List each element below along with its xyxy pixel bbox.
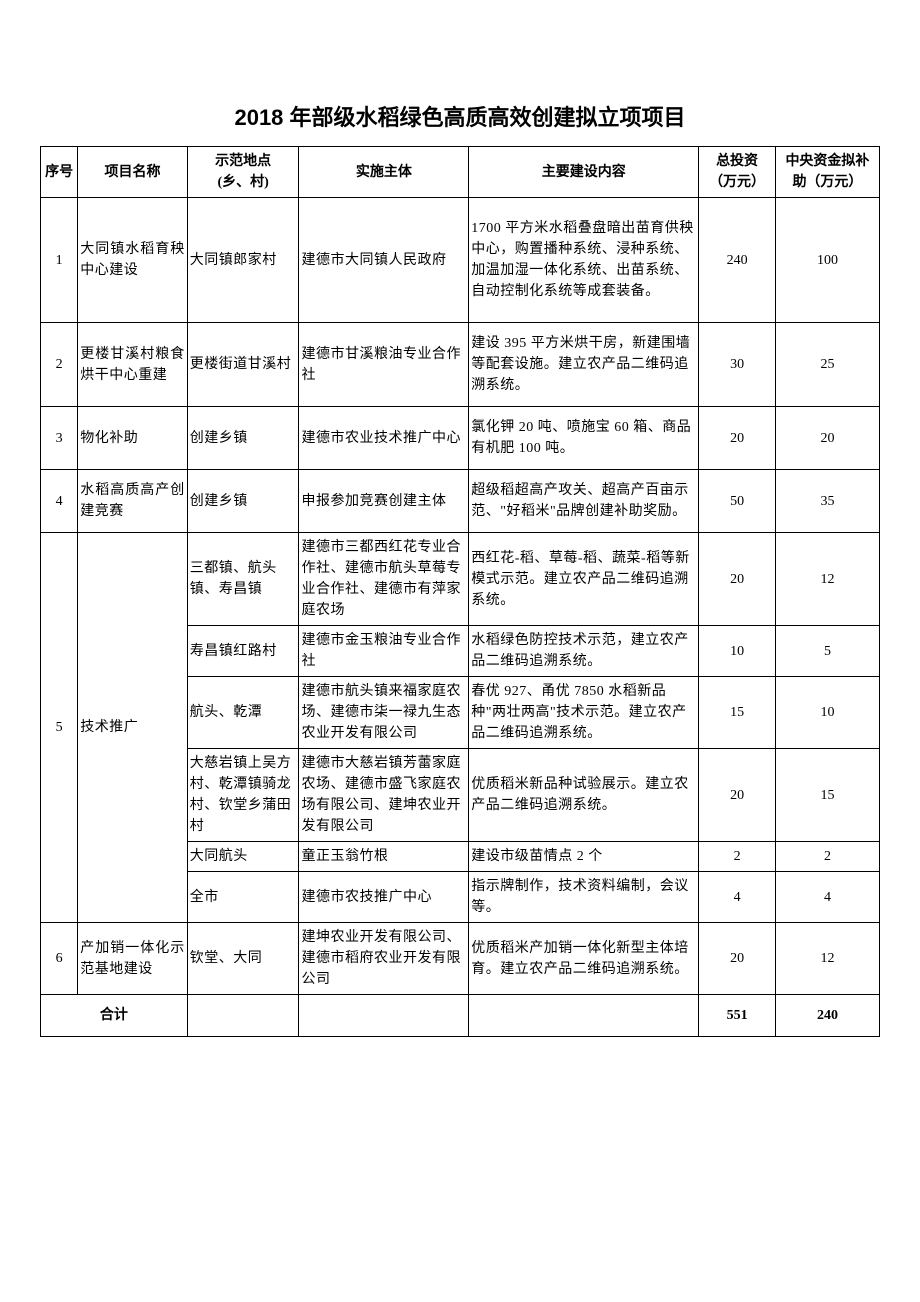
cell-loc: 大同航头: [187, 842, 299, 872]
cell-content: 建设市级苗情点 2 个: [469, 842, 699, 872]
cell-impl: 童正玉翁竹根: [299, 842, 469, 872]
cell-impl: 建德市大慈岩镇芳蕾家庭农场、建德市盛飞家庭农场有限公司、建坤农业开发有限公司: [299, 749, 469, 842]
total-empty: [299, 995, 469, 1037]
cell-subsidy: 5: [775, 626, 879, 677]
cell-loc: 大同镇郎家村: [187, 198, 299, 323]
cell-loc: 更楼街道甘溪村: [187, 323, 299, 407]
cell-loc: 钦堂、大同: [187, 923, 299, 995]
header-invest: 总投资 （万元）: [699, 147, 776, 198]
cell-invest: 20: [699, 407, 776, 470]
total-empty: [469, 995, 699, 1037]
cell-invest: 20: [699, 923, 776, 995]
header-invest-line1: 总投资: [716, 151, 758, 172]
cell-loc: 航头、乾潭: [187, 677, 299, 749]
cell-name: 物化补助: [78, 407, 188, 470]
cell-content: 建设 395 平方米烘干房，新建围墙等配套设施。建立农产品二维码追溯系统。: [469, 323, 699, 407]
cell-invest: 20: [699, 749, 776, 842]
header-loc: 示范地点 (乡、村): [187, 147, 299, 198]
cell-name: 技术推广: [78, 533, 188, 923]
cell-invest: 240: [699, 198, 776, 323]
total-label: 合计: [41, 995, 188, 1037]
cell-content: 西红花-稻、草莓-稻、蔬菜-稻等新模式示范。建立农产品二维码追溯系统。: [469, 533, 699, 626]
table-header-row: 序号 项目名称 示范地点 (乡、村) 实施主体 主要建设内容 总投资 （万元） …: [41, 147, 880, 198]
cell-impl: 申报参加竞赛创建主体: [299, 470, 469, 533]
cell-name: 水稻高质高产创建竞赛: [78, 470, 188, 533]
table-row: 3 物化补助 创建乡镇 建德市农业技术推广中心 氯化钾 20 吨、喷施宝 60 …: [41, 407, 880, 470]
page-title: 2018 年部级水稻绿色高质高效创建拟立项项目: [40, 100, 880, 132]
cell-subsidy: 100: [775, 198, 879, 323]
header-seq: 序号: [41, 147, 78, 198]
cell-invest: 2: [699, 842, 776, 872]
cell-invest: 20: [699, 533, 776, 626]
cell-impl: 建德市大同镇人民政府: [299, 198, 469, 323]
cell-loc: 全市: [187, 872, 299, 923]
total-subsidy: 240: [775, 995, 879, 1037]
cell-content: 指示牌制作，技术资料编制，会议等。: [469, 872, 699, 923]
cell-subsidy: 20: [775, 407, 879, 470]
cell-impl: 建德市金玉粮油专业合作社: [299, 626, 469, 677]
cell-content: 1700 平方米水稻叠盘暗出苗育供秧中心，购置播种系统、浸种系统、加温加湿一体化…: [469, 198, 699, 323]
header-loc-line2: (乡、村): [217, 172, 268, 193]
cell-invest: 4: [699, 872, 776, 923]
cell-subsidy: 12: [775, 923, 879, 995]
cell-invest: 50: [699, 470, 776, 533]
cell-subsidy: 12: [775, 533, 879, 626]
cell-seq: 2: [41, 323, 78, 407]
cell-impl: 建坤农业开发有限公司、建德市稻府农业开发有限公司: [299, 923, 469, 995]
total-row: 合计 551 240: [41, 995, 880, 1037]
cell-loc: 创建乡镇: [187, 470, 299, 533]
cell-seq: 4: [41, 470, 78, 533]
cell-content: 优质稻米新品种试验展示。建立农产品二维码追溯系统。: [469, 749, 699, 842]
cell-loc: 创建乡镇: [187, 407, 299, 470]
header-subsidy-line2: 助（万元）: [792, 172, 862, 193]
cell-seq: 3: [41, 407, 78, 470]
cell-loc: 三都镇、航头镇、寿昌镇: [187, 533, 299, 626]
header-invest-line2: （万元）: [709, 172, 765, 193]
table-row: 6 产加销一体化示范基地建设 钦堂、大同 建坤农业开发有限公司、建德市稻府农业开…: [41, 923, 880, 995]
total-invest: 551: [699, 995, 776, 1037]
table-row: 5 技术推广 三都镇、航头镇、寿昌镇 建德市三都西红花专业合作社、建德市航头草莓…: [41, 533, 880, 626]
header-subsidy-line1: 中央资金拟补: [785, 151, 869, 172]
header-subsidy: 中央资金拟补 助（万元）: [775, 147, 879, 198]
total-empty: [187, 995, 299, 1037]
cell-impl: 建德市三都西红花专业合作社、建德市航头草莓专业合作社、建德市有萍家庭农场: [299, 533, 469, 626]
cell-name: 大同镇水稻育秧中心建设: [78, 198, 188, 323]
table-row: 4 水稻高质高产创建竞赛 创建乡镇 申报参加竞赛创建主体 超级稻超高产攻关、超高…: [41, 470, 880, 533]
table-row: 1 大同镇水稻育秧中心建设 大同镇郎家村 建德市大同镇人民政府 1700 平方米…: [41, 198, 880, 323]
cell-content: 优质稻米产加销一体化新型主体培育。建立农产品二维码追溯系统。: [469, 923, 699, 995]
cell-seq: 1: [41, 198, 78, 323]
cell-subsidy: 25: [775, 323, 879, 407]
table-row: 2 更楼甘溪村粮食烘干中心重建 更楼街道甘溪村 建德市甘溪粮油专业合作社 建设 …: [41, 323, 880, 407]
header-loc-line1: 示范地点: [215, 151, 271, 172]
cell-seq: 5: [41, 533, 78, 923]
cell-content: 氯化钾 20 吨、喷施宝 60 箱、商品有机肥 100 吨。: [469, 407, 699, 470]
cell-invest: 15: [699, 677, 776, 749]
projects-table: 序号 项目名称 示范地点 (乡、村) 实施主体 主要建设内容 总投资 （万元） …: [40, 146, 880, 1037]
cell-subsidy: 10: [775, 677, 879, 749]
cell-content: 春优 927、甬优 7850 水稻新品种"两壮两高"技术示范。建立农产品二维码追…: [469, 677, 699, 749]
cell-loc: 寿昌镇红路村: [187, 626, 299, 677]
cell-loc: 大慈岩镇上吴方村、乾潭镇骑龙村、钦堂乡蒲田村: [187, 749, 299, 842]
cell-impl: 建德市农技推广中心: [299, 872, 469, 923]
cell-impl: 建德市农业技术推广中心: [299, 407, 469, 470]
cell-subsidy: 4: [775, 872, 879, 923]
cell-impl: 建德市甘溪粮油专业合作社: [299, 323, 469, 407]
cell-content: 水稻绿色防控技术示范，建立农产品二维码追溯系统。: [469, 626, 699, 677]
header-content: 主要建设内容: [469, 147, 699, 198]
header-impl: 实施主体: [299, 147, 469, 198]
cell-subsidy: 2: [775, 842, 879, 872]
cell-subsidy: 15: [775, 749, 879, 842]
cell-name: 更楼甘溪村粮食烘干中心重建: [78, 323, 188, 407]
cell-seq: 6: [41, 923, 78, 995]
header-name: 项目名称: [78, 147, 188, 198]
cell-invest: 10: [699, 626, 776, 677]
cell-subsidy: 35: [775, 470, 879, 533]
cell-impl: 建德市航头镇来福家庭农场、建德市柒一禄九生态农业开发有限公司: [299, 677, 469, 749]
cell-content: 超级稻超高产攻关、超高产百亩示范、"好稻米"品牌创建补助奖励。: [469, 470, 699, 533]
cell-invest: 30: [699, 323, 776, 407]
cell-name: 产加销一体化示范基地建设: [78, 923, 188, 995]
